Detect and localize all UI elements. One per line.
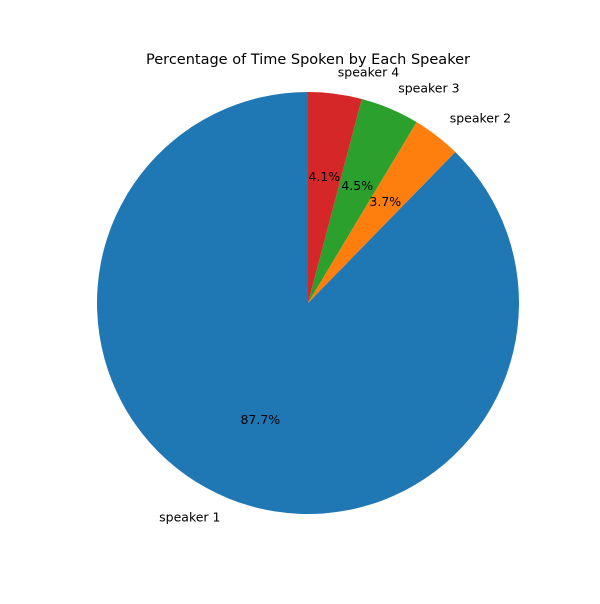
slice-pct-label-3: 4.5% <box>341 178 373 193</box>
pie-labels: speaker 1 87.7% speaker 2 3.7% speaker 3 4.5%… <box>159 64 511 524</box>
slice-pct-label-1: 87.7% <box>240 412 280 427</box>
chart-title: Percentage of Time Spoken by Each Speake… <box>146 52 470 68</box>
slice-pct-label-4: 4.1% <box>308 169 340 184</box>
slice-pct-label-2: 3.7% <box>369 194 401 209</box>
pie-slices <box>96 92 519 514</box>
pie-slice-2 <box>308 122 456 303</box>
slice-label-1: speaker 1 <box>159 510 220 525</box>
slice-label-2: speaker 2 <box>450 111 511 126</box>
pie-slice-3 <box>308 98 417 304</box>
slice-label-4: speaker 4 <box>338 64 399 79</box>
pie-slice-4 <box>308 92 362 303</box>
pie-slice-1 <box>96 92 519 514</box>
slice-label-3: speaker 3 <box>398 81 459 96</box>
